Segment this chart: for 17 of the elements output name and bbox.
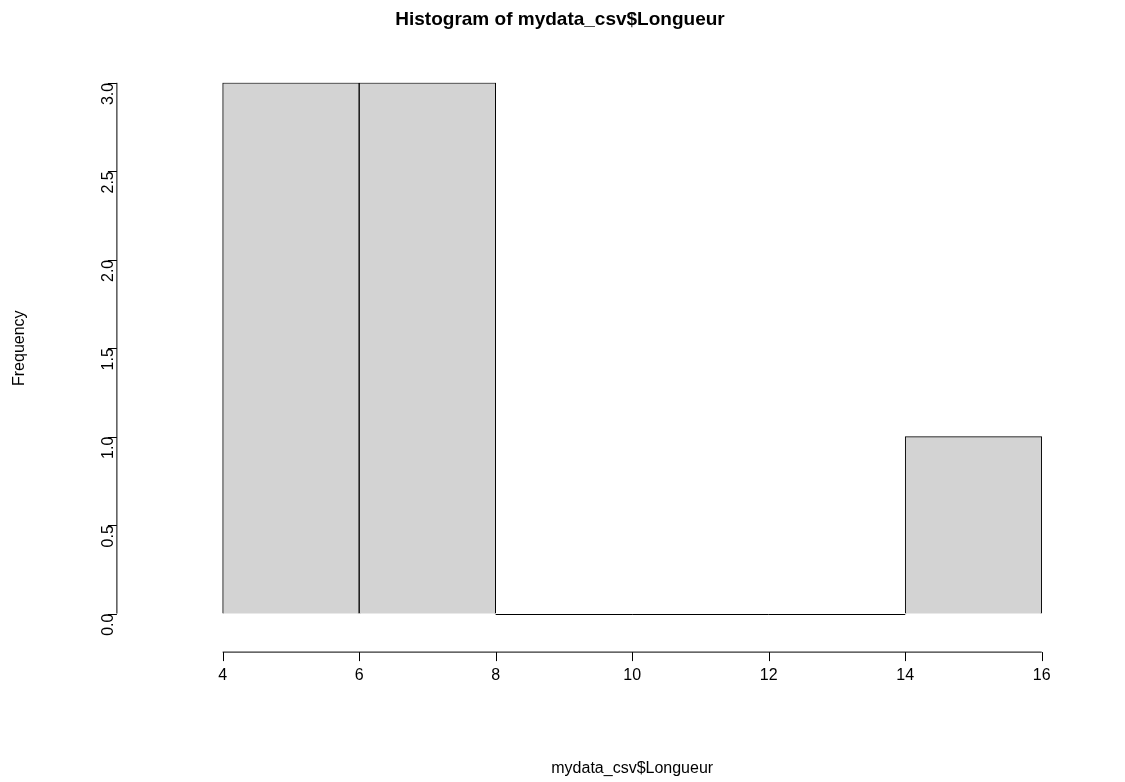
chart-title: Histogram of mydata_csv$Longueur [395, 7, 726, 29]
x-tick-label: 14 [896, 665, 915, 683]
y-tick-label: 2.5 [98, 171, 116, 194]
x-tick-label: 10 [623, 665, 642, 683]
x-tick-label: 8 [491, 665, 501, 683]
x-tick-label: 12 [759, 665, 778, 683]
y-tick-label: 3.0 [98, 82, 116, 106]
y-tick-label: 0.0 [98, 613, 116, 636]
y-tick-label: 2.0 [98, 259, 116, 282]
x-axis-title: mydata_csv$Longueur [551, 758, 714, 777]
x-tick-label: 4 [218, 665, 228, 683]
y-tick-label: 0.5 [98, 525, 116, 548]
x-tick-label: 16 [1032, 665, 1051, 683]
y-tick-label: 1.5 [98, 348, 116, 371]
y-tick-label: 1.0 [98, 436, 116, 459]
x-tick-label: 6 [354, 665, 364, 683]
y-axis-title: Frequency [10, 310, 28, 386]
